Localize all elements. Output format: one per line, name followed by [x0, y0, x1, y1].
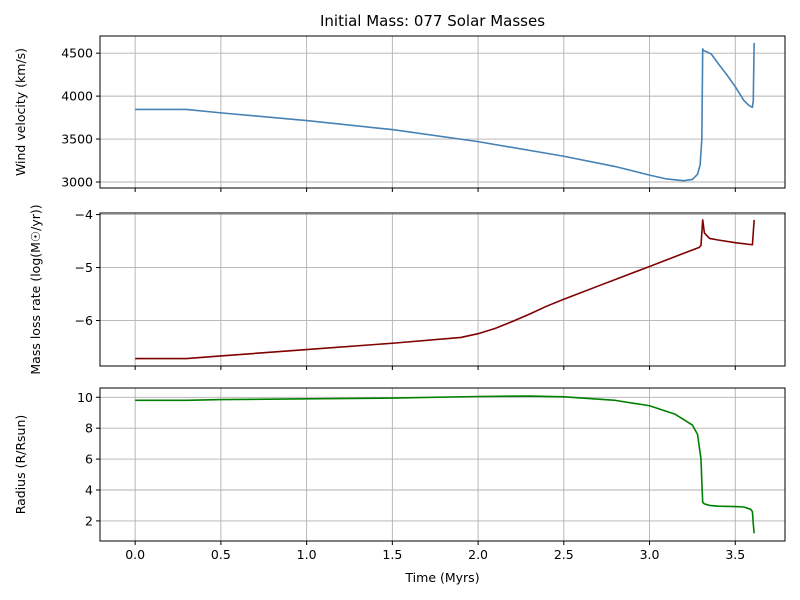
subplot-wind-velocity: 3000 3500 4000 4500 Wind velocity (km/s): [13, 35, 786, 192]
subplot-radius: 0.0 0.5 1.0 1.5 2.0 2.5 3.0 3.5 2 4 6 8 10 Radius (R/…: [13, 387, 786, 585]
y-tick-label: 4: [85, 483, 93, 498]
y-tick-label: 4500: [61, 46, 93, 61]
wind-velocity-y-axis-label: Wind velocity (km/s): [13, 48, 28, 176]
x-tick-label: 1.0: [297, 547, 317, 562]
y-tick-label: −4: [75, 207, 93, 222]
x-tick-label: 0.0: [125, 547, 145, 562]
subplot-mass-loss-rate: −6 −5 −4 Mass loss rate (log(M☉/yr)): [28, 204, 786, 375]
x-tick-label: 3.0: [640, 547, 660, 562]
mass-loss-rate-axes-frame: [99, 212, 786, 367]
wind-velocity-axes-frame: [99, 35, 786, 189]
x-tick-label: 2.5: [554, 547, 574, 562]
y-tick-label: −6: [75, 313, 93, 328]
y-tick-label: 4000: [61, 89, 93, 104]
y-tick-label: 3500: [61, 132, 93, 147]
x-tick-label: 1.5: [382, 547, 402, 562]
y-tick-label: −5: [75, 260, 93, 275]
x-tick-label: 3.5: [725, 547, 745, 562]
y-tick-label: 2: [85, 513, 93, 528]
x-axis-label: Time (Myrs): [404, 570, 479, 585]
mass-loss-rate-y-axis-label: Mass loss rate (log(M☉/yr)): [28, 204, 43, 374]
wind-velocity-series-line: [135, 42, 755, 182]
mass-loss-rate-series-line: [135, 219, 755, 360]
radius-y-axis-label: Radius (R/Rsun): [13, 415, 28, 515]
y-tick-label: 3000: [61, 174, 93, 189]
radius-series-line: [135, 395, 755, 534]
radius-axes-frame: [99, 387, 786, 542]
x-tick-label: 2.0: [468, 547, 488, 562]
figure-title: Initial Mass: 077 Solar Masses: [320, 12, 545, 30]
y-tick-label: 8: [85, 421, 93, 436]
y-tick-label: 10: [77, 390, 93, 405]
y-tick-label: 6: [85, 452, 93, 467]
x-tick-label: 0.5: [211, 547, 231, 562]
